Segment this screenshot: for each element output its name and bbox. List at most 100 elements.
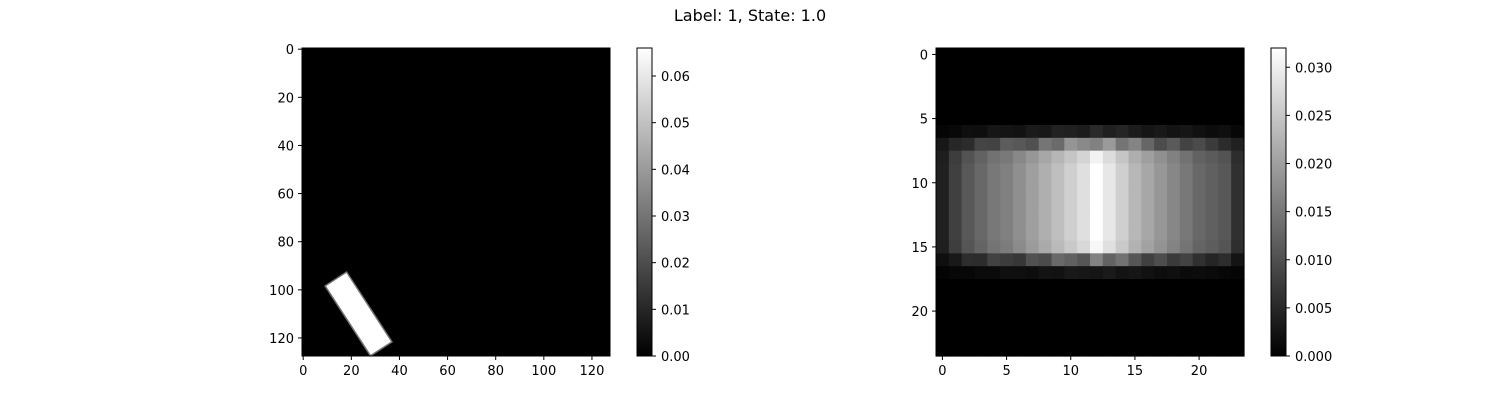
- right-heatmap-cell: [936, 253, 950, 267]
- right-heatmap-cell: [936, 279, 950, 293]
- right-heatmap-cell: [1167, 253, 1181, 267]
- right-heatmap-cell: [1090, 227, 1104, 242]
- left-colorbar-ticks: 0.00 0.01 0.02 0.03 0.04 0.05 0.06: [652, 70, 690, 365]
- right-heatmap-cell: [1064, 291, 1078, 306]
- right-heatmap-cell: [1154, 48, 1168, 62]
- right-heatmap-cell: [1025, 304, 1040, 319]
- right-heatmap-cell: [1179, 99, 1194, 113]
- right-heatmap-cell: [1128, 137, 1142, 152]
- right-heatmap-cell: [1231, 202, 1245, 216]
- right-heatmap-cell: [936, 343, 950, 357]
- right-heatmap-cell: [1141, 343, 1155, 357]
- right-heatmap-cell: [961, 227, 976, 242]
- right-heatmap-cell: [948, 86, 963, 100]
- right-heatmap-cell: [936, 304, 950, 319]
- right-heatmap-cell: [1038, 60, 1053, 75]
- right-heatmap-cell: [1064, 266, 1078, 280]
- right-heatmap-cell: [1102, 99, 1117, 113]
- right-heatmap-cell: [1154, 125, 1168, 139]
- right-heatmap-cell: [948, 266, 963, 280]
- right-heatmap-cell: [1064, 86, 1078, 100]
- right-heatmap-cell: [1205, 304, 1219, 319]
- right-heatmap-cell: [1102, 202, 1117, 216]
- right-heatmap-cell: [1013, 60, 1027, 75]
- right-heatmap-cell: [1064, 137, 1078, 152]
- right-heatmap-cell: [1141, 240, 1155, 254]
- right-heatmap-cell: [961, 163, 976, 177]
- right-colorbar-tick-label: 0.010: [1295, 254, 1332, 269]
- right-heatmap-cell: [1192, 240, 1207, 254]
- right-heatmap-cell: [987, 214, 1001, 229]
- right-heatmap-cell: [1038, 189, 1053, 203]
- right-heatmap-cell: [961, 86, 976, 100]
- right-heatmap-cell: [1077, 189, 1091, 203]
- right-heatmap-cell: [936, 317, 950, 331]
- right-heatmap-cell: [1205, 112, 1219, 126]
- right-heatmap-cell: [961, 343, 976, 357]
- right-heatmap-cell: [1038, 304, 1053, 319]
- right-heatmap-cell: [1218, 60, 1232, 75]
- right-heatmap-cell: [1205, 279, 1219, 293]
- right-heatmap-cell: [1141, 163, 1155, 177]
- right-heatmap-cell: [1102, 112, 1117, 126]
- right-heatmap-cell: [1128, 86, 1142, 100]
- right-heatmap-cell: [1167, 150, 1181, 165]
- right-heatmap-cell: [1141, 125, 1155, 139]
- right-heatmap-cell: [987, 86, 1001, 100]
- right-heatmap-cell: [1192, 343, 1207, 357]
- right-heatmap-cell: [1038, 86, 1053, 100]
- right-heatmap-cell: [1154, 189, 1168, 203]
- right-heatmap-cell: [1179, 214, 1194, 229]
- right-heatmap-cell: [1051, 343, 1065, 357]
- right-heatmap-cell: [1013, 343, 1027, 357]
- right-heatmap-cell: [1038, 176, 1053, 190]
- right-heatmap-cell: [1051, 266, 1065, 280]
- right-heatmap-cell: [948, 202, 963, 216]
- right-colorbar-tick-label: 0.000: [1295, 350, 1332, 365]
- right-heatmap-cell: [1179, 163, 1194, 177]
- right-heatmap-cell: [1115, 291, 1130, 306]
- left-heatmap-cells: [302, 48, 610, 357]
- right-heatmap-cell: [1128, 150, 1142, 165]
- right-heatmap-cell: [1077, 73, 1091, 88]
- right-heatmap-cell: [1102, 86, 1117, 100]
- right-heatmap-cell: [1115, 343, 1130, 357]
- right-heatmap-cell: [1231, 279, 1245, 293]
- right-heatmap-cell: [1128, 214, 1142, 229]
- right-heatmap-cell: [1115, 227, 1130, 242]
- right-heatmap-cell: [1077, 330, 1091, 344]
- right-heatmap-cell: [1051, 163, 1065, 177]
- right-heatmap-cell: [1179, 227, 1194, 242]
- right-heatmap-cell: [1000, 214, 1014, 229]
- right-heatmap-cell: [1128, 330, 1142, 344]
- right-heatmap-cell: [1064, 150, 1078, 165]
- right-heatmap-cell: [1154, 214, 1168, 229]
- right-heatmap-cell: [1090, 202, 1104, 216]
- right-heatmap-cell: [1231, 304, 1245, 319]
- right-heatmap-cell: [1013, 240, 1027, 254]
- right-heatmap-cell: [1077, 202, 1091, 216]
- right-heatmap-cell: [1102, 137, 1117, 152]
- right-heatmap-cell: [1167, 112, 1181, 126]
- right-heatmap-cell: [1154, 150, 1168, 165]
- right-heatmap-cell: [1192, 163, 1207, 177]
- right-heatmap-cell: [974, 240, 988, 254]
- right-heatmap-cell: [1025, 279, 1040, 293]
- right-heatmap-cell: [1051, 73, 1065, 88]
- right-heatmap-cell: [1115, 202, 1130, 216]
- right-x-tick-label: 10: [1062, 364, 1079, 379]
- right-heatmap-cell: [1205, 60, 1219, 75]
- left-colorbar-tick-label: 0.04: [661, 163, 690, 178]
- left-y-tick-label: 80: [277, 236, 294, 251]
- right-heatmap-cell: [1179, 176, 1194, 190]
- right-heatmap-cell: [1179, 137, 1194, 152]
- right-heatmap-cell: [1218, 214, 1232, 229]
- right-heatmap-cell: [1077, 240, 1091, 254]
- right-heatmap-cell: [1205, 125, 1219, 139]
- right-heatmap-cell: [1154, 240, 1168, 254]
- right-heatmap-cell: [987, 291, 1001, 306]
- right-colorbar-tick-label: 0.020: [1295, 158, 1332, 173]
- right-heatmap-cell: [974, 343, 988, 357]
- right-heatmap-cell: [987, 99, 1001, 113]
- left-x-tick-label: 100: [531, 364, 556, 379]
